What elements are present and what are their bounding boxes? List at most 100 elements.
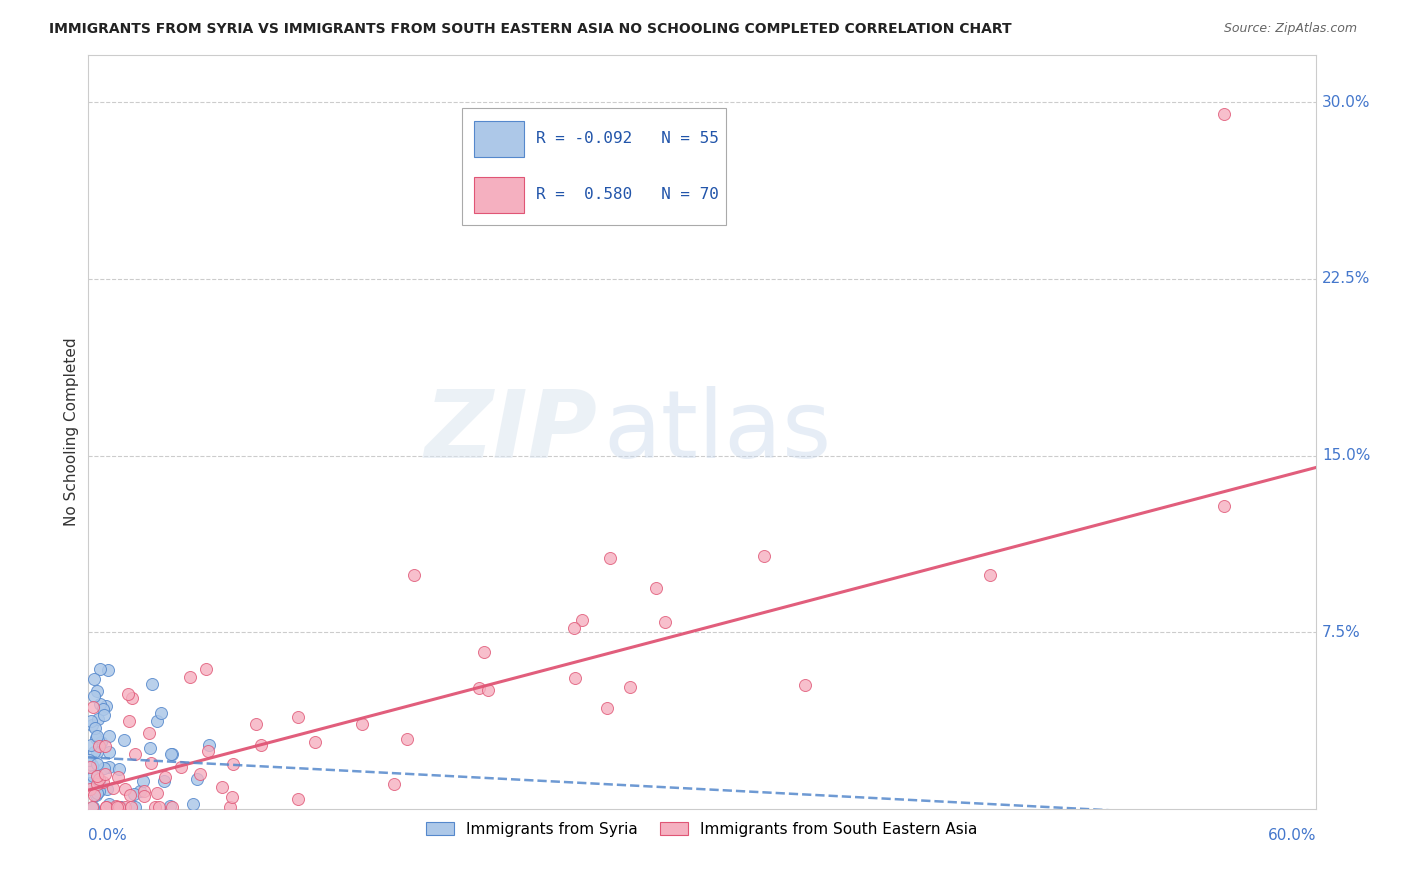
Point [89, 697, 111, 711]
Point [83, 690, 105, 704]
Point [83, 745, 105, 759]
Point [219, 799, 242, 814]
Point [186, 772, 208, 787]
Text: 22.5%: 22.5% [1322, 271, 1371, 286]
Point [468, 681, 491, 695]
Point [139, 740, 162, 755]
Point [86, 757, 108, 772]
Point [120, 789, 142, 803]
Point [121, 690, 143, 705]
Text: 7.5%: 7.5% [1322, 625, 1361, 640]
Legend: Immigrants from Syria, Immigrants from South Eastern Asia: Immigrants from Syria, Immigrants from S… [420, 815, 984, 843]
Point [979, 567, 1001, 582]
Text: atlas: atlas [603, 386, 832, 478]
Point [83, 789, 105, 803]
Point [148, 799, 170, 814]
Point [97, 760, 120, 774]
Point [98, 745, 121, 759]
Point [122, 787, 145, 801]
Point [654, 615, 676, 630]
Point [86, 781, 108, 796]
Point [114, 781, 136, 796]
Point [82, 799, 104, 814]
Point [94, 767, 117, 781]
Point [80, 739, 103, 753]
Point [96, 781, 118, 796]
Point [571, 613, 593, 627]
Point [108, 799, 131, 814]
Point [287, 710, 309, 724]
Point [118, 714, 141, 728]
Point [114, 799, 136, 814]
Point [170, 760, 193, 774]
Point [472, 645, 495, 659]
Point [198, 738, 221, 752]
Point [89, 772, 111, 786]
Point [110, 799, 132, 814]
Point [477, 683, 499, 698]
Point [105, 798, 128, 813]
Point [117, 687, 139, 701]
Point [141, 677, 163, 691]
Point [599, 550, 621, 565]
Point [195, 662, 218, 676]
Point [77, 753, 100, 767]
Point [79, 759, 101, 773]
Point [97, 797, 120, 811]
Point [107, 762, 129, 776]
Point [287, 792, 309, 806]
Point [86, 745, 108, 759]
Point [132, 784, 155, 798]
Point [83, 673, 105, 687]
Point [562, 621, 585, 635]
Text: IMMIGRANTS FROM SYRIA VS IMMIGRANTS FROM SOUTH EASTERN ASIA NO SCHOOLING COMPLET: IMMIGRANTS FROM SYRIA VS IMMIGRANTS FROM… [49, 22, 1012, 37]
Point [120, 799, 142, 814]
Point [103, 780, 125, 795]
Point [596, 700, 619, 714]
Point [159, 747, 181, 762]
Point [150, 706, 173, 720]
Text: 60.0%: 60.0% [1267, 828, 1316, 843]
Text: 30.0%: 30.0% [1322, 95, 1371, 110]
Point [143, 799, 166, 814]
Point [87, 784, 110, 798]
Point [94, 799, 117, 814]
Point [86, 769, 108, 783]
Point [97, 729, 120, 743]
Point [93, 708, 115, 723]
Y-axis label: No Schooling Completed: No Schooling Completed [65, 338, 79, 526]
Point [112, 732, 135, 747]
Point [94, 739, 117, 754]
FancyBboxPatch shape [474, 178, 523, 213]
Point [179, 669, 201, 683]
Point [86, 729, 108, 743]
Point [82, 768, 104, 782]
Point [181, 797, 204, 811]
Point [382, 777, 405, 791]
Point [153, 774, 176, 789]
Point [1212, 107, 1234, 121]
Point [86, 683, 108, 698]
Point [304, 735, 326, 749]
Point [222, 757, 245, 772]
Point [138, 726, 160, 740]
Point [132, 789, 155, 803]
Point [146, 786, 169, 800]
Point [1212, 499, 1234, 513]
Point [245, 717, 267, 731]
Point [93, 761, 115, 775]
Point [80, 714, 103, 728]
Point [90, 735, 112, 749]
Point [139, 756, 162, 771]
Point [754, 549, 776, 563]
Text: Source: ZipAtlas.com: Source: ZipAtlas.com [1223, 22, 1357, 36]
Point [105, 799, 128, 814]
Point [124, 799, 146, 814]
Point [96, 698, 118, 713]
Point [89, 662, 111, 676]
Point [221, 790, 243, 805]
Point [86, 786, 108, 800]
Point [249, 738, 271, 752]
Point [91, 702, 114, 716]
Point [82, 699, 104, 714]
